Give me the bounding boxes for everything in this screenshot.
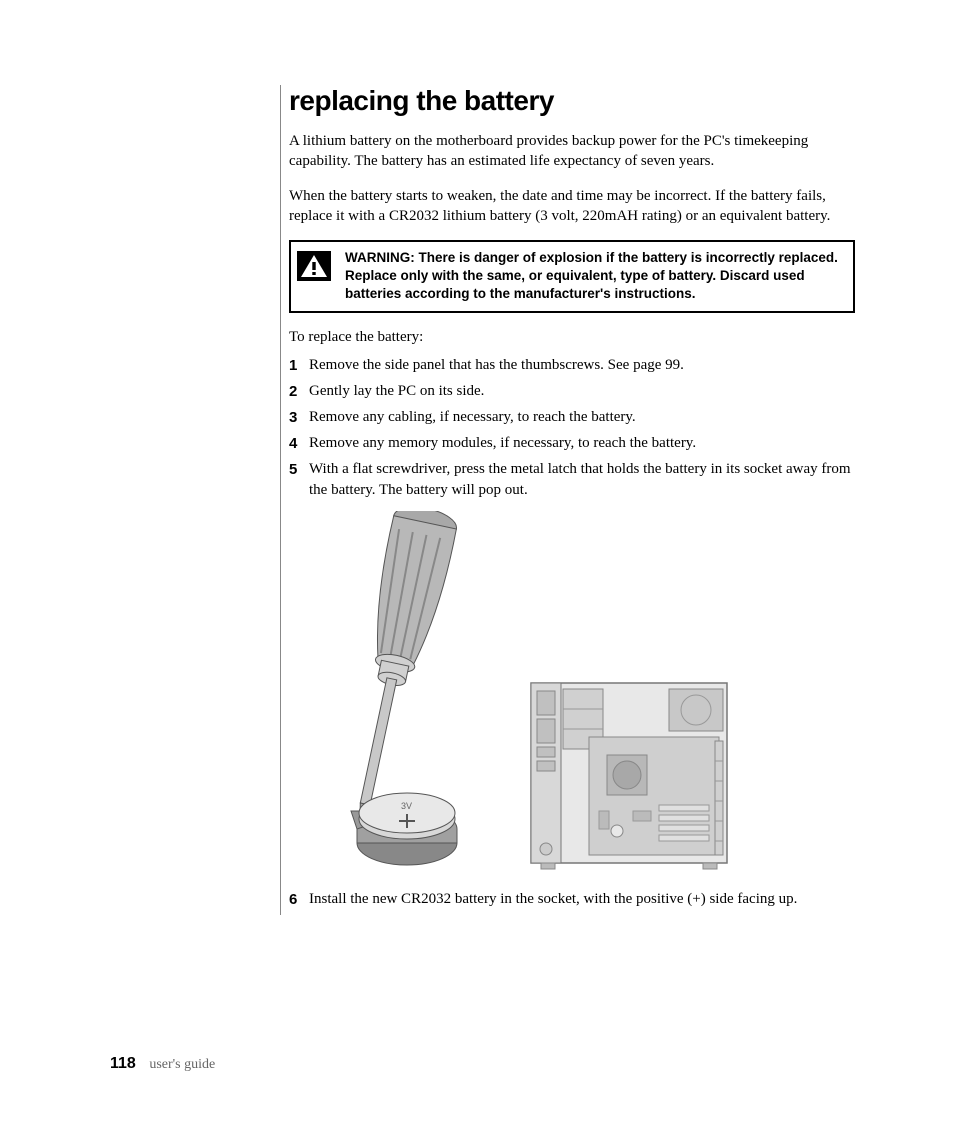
step-3: Remove any cabling, if necessary, to rea… <box>289 407 855 428</box>
battery-voltage-label: 3V <box>401 801 412 811</box>
steps-list-continued: Install the new CR2032 battery in the so… <box>289 889 855 910</box>
step-4: Remove any memory modules, if necessary,… <box>289 433 855 454</box>
pc-case-illustration <box>529 681 729 871</box>
screwdriver-battery-illustration: 3V <box>329 511 489 871</box>
page-footer: 118 user's guide <box>110 1055 215 1073</box>
figure-battery-replacement: 3V <box>329 511 855 871</box>
step-6: Install the new CR2032 battery in the so… <box>289 889 855 910</box>
warning-box: WARNING: There is danger of explosion if… <box>289 240 855 313</box>
page-number: 118 <box>110 1055 136 1072</box>
warning-icon <box>297 251 331 286</box>
warning-text: WARNING: There is danger of explosion if… <box>345 249 843 304</box>
page-title: replacing the battery <box>289 85 855 117</box>
paragraph-intro-1: A lithium battery on the motherboard pro… <box>289 131 855 172</box>
footer-label: user's guide <box>149 1057 215 1072</box>
step-1: Remove the side panel that has the thumb… <box>289 355 855 376</box>
steps-intro: To replace the battery: <box>289 327 855 347</box>
steps-list: Remove the side panel that has the thumb… <box>289 355 855 501</box>
step-2: Gently lay the PC on its side. <box>289 381 855 402</box>
step-5: With a flat screwdriver, press the metal… <box>289 459 855 501</box>
paragraph-intro-2: When the battery starts to weaken, the d… <box>289 186 855 227</box>
